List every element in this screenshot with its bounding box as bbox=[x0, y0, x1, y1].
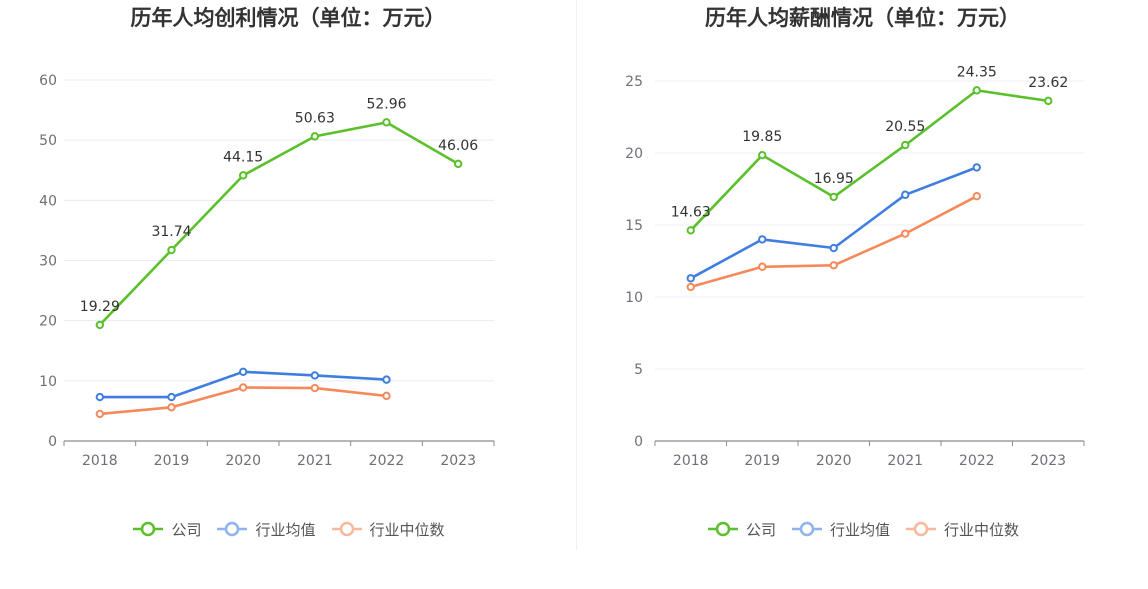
y-tick-label: 40 bbox=[39, 193, 57, 209]
legend-label-company: 公司 bbox=[745, 520, 776, 539]
data-point-company bbox=[167, 245, 176, 255]
legend-industry-median-icon bbox=[331, 521, 362, 537]
data-label-company: 19.85 bbox=[742, 129, 782, 145]
data-point-company bbox=[1044, 96, 1053, 106]
y-tick-label: 0 bbox=[634, 434, 643, 450]
series-line-company bbox=[689, 89, 1049, 232]
data-point-industry-average bbox=[829, 243, 838, 253]
x-tick-label: 2019 bbox=[154, 453, 190, 469]
x-tick-label: 2020 bbox=[225, 453, 261, 469]
x-tick-label: 2018 bbox=[82, 453, 118, 469]
y-tick-label: 0 bbox=[48, 434, 57, 450]
data-point-company bbox=[453, 159, 463, 169]
chart-panel-salary: 历年人均薪酬情况（单位：万元） 0 5 10 15 20 25 2018 2019 2020 20… bbox=[577, 0, 1148, 560]
line-chart-salary: 0 5 10 15 20 25 2018 2019 2020 2021 2022 2023 14.63 1… bbox=[625, 64, 1085, 469]
legend-item-industry-average[interactable]: 行业均值 bbox=[790, 517, 890, 541]
data-point-industry-median bbox=[758, 262, 767, 271]
x-tick-label: 2018 bbox=[673, 453, 709, 469]
data-point-company bbox=[901, 140, 910, 150]
data-point-industry-average bbox=[238, 367, 248, 377]
y-tick-label: 10 bbox=[625, 290, 643, 306]
data-point-industry-median bbox=[686, 282, 695, 292]
y-tick-label: 25 bbox=[625, 74, 643, 90]
legend-item-industry-median[interactable]: 行业中位数 bbox=[330, 517, 445, 541]
y-tick-label: 15 bbox=[625, 218, 643, 234]
data-label-company: 20.55 bbox=[885, 119, 925, 135]
data-label-company: 44.15 bbox=[223, 149, 263, 165]
data-label-company: 46.06 bbox=[438, 138, 478, 154]
data-point-industry-median bbox=[829, 261, 838, 270]
x-tick-label: 2022 bbox=[959, 453, 995, 469]
x-tick-label: 2021 bbox=[297, 453, 333, 469]
y-tick-label: 20 bbox=[39, 314, 57, 330]
x-tick-label: 2020 bbox=[816, 453, 852, 469]
x-tick-label: 2023 bbox=[1030, 453, 1066, 469]
data-point-company bbox=[238, 171, 248, 180]
data-point-company bbox=[972, 86, 981, 95]
x-tick-label: 2019 bbox=[744, 453, 780, 469]
data-point-industry-average bbox=[310, 371, 320, 380]
y-tick-label: 30 bbox=[39, 254, 57, 270]
data-point-industry-median bbox=[310, 383, 320, 393]
data-point-industry-average bbox=[972, 163, 981, 172]
legend-industry-average-icon bbox=[217, 521, 248, 537]
data-label-company: 50.63 bbox=[295, 110, 335, 126]
data-point-industry-average bbox=[901, 190, 910, 199]
x-tick-label: 2023 bbox=[440, 453, 476, 469]
data-point-industry-average bbox=[167, 392, 176, 402]
legend-company-icon bbox=[133, 521, 164, 537]
data-label-company: 31.74 bbox=[151, 224, 191, 240]
x-tick-label: 2022 bbox=[369, 453, 405, 469]
legend-industry-average-icon bbox=[791, 521, 822, 537]
data-point-company bbox=[758, 150, 767, 160]
data-point-company bbox=[310, 132, 320, 141]
chart-panel-profit: 历年人均创利情况（单位：万元） 0 10 20 30 40 50 60 2018 2019 202… bbox=[0, 0, 576, 560]
chart-title: 历年人均薪酬情况（单位：万元） bbox=[705, 6, 1020, 30]
legend-item-industry-median[interactable]: 行业中位数 bbox=[904, 517, 1019, 541]
data-point-industry-median bbox=[901, 229, 910, 238]
data-point-industry-median bbox=[382, 391, 391, 401]
data-label-company: 23.62 bbox=[1028, 75, 1068, 91]
data-point-company bbox=[686, 226, 695, 235]
legend-label-company: 公司 bbox=[171, 520, 202, 539]
data-point-industry-median bbox=[238, 383, 248, 392]
legend-label-industry-median: 行业中位数 bbox=[369, 520, 445, 539]
panel-divider bbox=[576, 0, 577, 550]
y-tick-label: 10 bbox=[39, 374, 57, 390]
data-point-company bbox=[95, 320, 105, 330]
y-tick-label: 5 bbox=[634, 362, 643, 378]
y-tick-label: 20 bbox=[625, 146, 643, 162]
line-chart-profit: 0 10 20 30 40 50 60 2018 2019 2020 2021 2022 2023 19.… bbox=[39, 73, 495, 469]
legend-item-industry-average[interactable]: 行业均值 bbox=[215, 517, 316, 541]
y-tick-label: 50 bbox=[39, 133, 57, 149]
legend-item-company[interactable]: 公司 bbox=[131, 517, 201, 541]
data-point-company bbox=[382, 118, 391, 127]
data-point-industry-average bbox=[686, 274, 695, 283]
series-line-company bbox=[98, 121, 459, 326]
data-label-company: 19.29 bbox=[80, 299, 120, 315]
legend-item-company[interactable]: 公司 bbox=[706, 517, 776, 541]
data-point-industry-average bbox=[382, 375, 391, 384]
legend-company-icon bbox=[707, 521, 738, 537]
data-point-industry-average bbox=[95, 392, 105, 402]
legend-label-industry-average: 行业均值 bbox=[255, 520, 316, 539]
data-point-company bbox=[829, 192, 838, 202]
chart-legend: 公司 行业均值 行业中位数 bbox=[577, 517, 1148, 541]
legend-label-industry-average: 行业均值 bbox=[829, 520, 890, 539]
data-label-company: 24.35 bbox=[957, 64, 997, 80]
data-label-company: 14.63 bbox=[671, 204, 711, 220]
data-point-industry-average bbox=[758, 235, 767, 244]
data-label-company: 16.95 bbox=[814, 171, 854, 187]
data-point-industry-median bbox=[972, 192, 981, 201]
data-label-company: 52.96 bbox=[366, 96, 406, 112]
data-point-industry-median bbox=[167, 403, 176, 412]
x-tick-label: 2021 bbox=[887, 453, 923, 469]
data-point-industry-median bbox=[95, 409, 105, 419]
y-tick-label: 60 bbox=[39, 73, 57, 89]
legend-industry-median-icon bbox=[906, 521, 936, 537]
legend-label-industry-median: 行业中位数 bbox=[944, 520, 1020, 539]
chart-legend: 公司 行业均值 行业中位数 bbox=[0, 517, 576, 541]
series-line-industry-median bbox=[690, 195, 978, 289]
chart-title: 历年人均创利情况（单位：万元） bbox=[130, 6, 446, 30]
